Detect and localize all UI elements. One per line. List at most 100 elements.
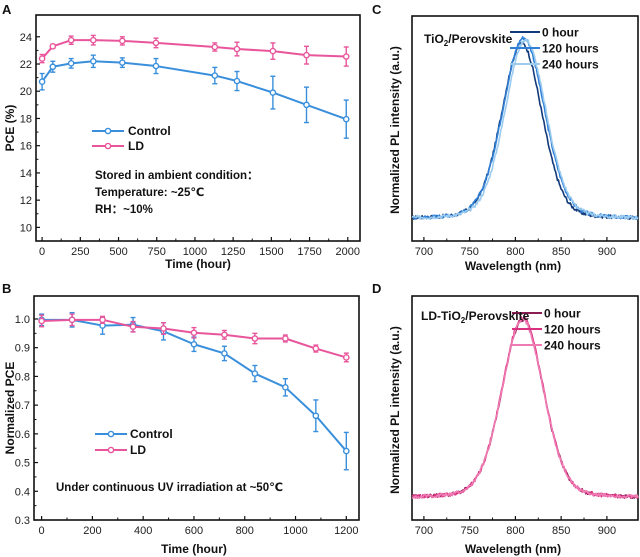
y-axis-label-d: Normalized PL intensity (a.u.) <box>388 326 402 494</box>
panel-label-a: A <box>2 2 12 17</box>
x-tick-label: 0 <box>39 246 45 258</box>
y-tick-label: 18 <box>20 113 32 125</box>
data-point <box>90 36 97 44</box>
data-point <box>251 335 259 342</box>
data-point <box>221 331 228 339</box>
x-tick-label: 700 <box>415 246 433 258</box>
data-point <box>38 55 46 62</box>
panel-label-d: D <box>372 281 381 296</box>
x-tick-label: 1000 <box>283 525 307 537</box>
y-axis-label-c: Normalized PL intensity (a.u.) <box>388 46 402 214</box>
series-ld <box>38 34 350 67</box>
data-point <box>38 317 45 325</box>
y-tick-label: 0.6 <box>15 429 30 441</box>
y-tick-label: 0.4 <box>15 486 30 498</box>
y-axis-label-b: Normalized PCE <box>3 362 17 455</box>
data-point <box>90 57 97 65</box>
x-tick-label: 750 <box>460 246 478 258</box>
x-tick-label: 500 <box>109 246 127 258</box>
data-point <box>67 60 75 67</box>
chart-title-d: LD-TiO2/Perovskite <box>421 309 530 325</box>
data-point <box>282 335 289 342</box>
data-point <box>211 43 219 51</box>
x-axis-label-d: Wavelength (nm) <box>465 542 561 556</box>
data-point <box>152 39 160 47</box>
data-point <box>68 316 76 324</box>
annotation-uv: Under continuous UV irradiation at ~50℃ <box>56 482 283 494</box>
data-point <box>221 350 228 357</box>
legend-label-ld: LD <box>128 139 144 153</box>
legend-b: Control LD <box>95 427 173 457</box>
data-point <box>233 45 241 53</box>
data-point <box>129 323 137 331</box>
x-tick-label: 750 <box>460 525 478 537</box>
series-line <box>41 39 347 60</box>
legend-c: 0 hour 120 hours 240 hours <box>510 26 599 72</box>
y-tick-label: 0.9 <box>15 343 30 355</box>
data-point <box>312 412 320 420</box>
x-tick-label: 800 <box>506 246 524 258</box>
x-tick-label: 0 <box>39 525 45 537</box>
series-line <box>41 60 347 121</box>
data-point <box>269 89 277 96</box>
x-tick-label: 900 <box>598 246 616 258</box>
legend-label: 120 hours <box>542 42 599 56</box>
data-point <box>312 345 320 352</box>
x-tick-label: 850 <box>552 246 570 258</box>
data-point <box>160 325 167 332</box>
data-point <box>190 340 198 348</box>
x-tick-label: 200 <box>83 525 101 537</box>
y-tick-label: 22 <box>20 59 32 71</box>
data-point <box>119 37 126 45</box>
series-ld <box>38 313 350 363</box>
y-tick-label: 0.5 <box>15 458 30 470</box>
data-point <box>233 77 241 85</box>
legend-marker-control <box>104 127 112 135</box>
y-tick-label: 12 <box>20 195 32 207</box>
legend-label: 0 hour <box>542 26 579 40</box>
legend-label: 0 hour <box>544 307 581 321</box>
chart-title-c: TiO2/Perovskite <box>424 32 513 48</box>
plot-frame <box>33 295 360 521</box>
legend-label: 120 hours <box>544 323 601 337</box>
y-axis-label-a: PCE (%) <box>3 105 17 152</box>
x-tick-label: 1500 <box>259 246 283 258</box>
y-tick-label: 0.3 <box>15 515 30 527</box>
x-tick-label: 1750 <box>297 246 321 258</box>
legend-d: 0 hour 120 hours 240 hours <box>512 307 601 353</box>
data-point <box>49 43 57 50</box>
data-point <box>251 370 259 377</box>
data-point <box>303 101 310 109</box>
data-point <box>152 62 160 70</box>
data-point <box>99 316 106 324</box>
data-point <box>190 329 198 337</box>
x-tick-label: 600 <box>185 525 203 537</box>
legend-label: 240 hours <box>544 339 601 353</box>
legend-marker-ld <box>107 446 115 454</box>
data-point <box>119 59 126 66</box>
x-tick-label: 900 <box>598 525 616 537</box>
spectrum-240-hours <box>411 38 639 220</box>
x-tick-label: 2000 <box>336 246 360 258</box>
x-tick-label: 1250 <box>221 246 245 258</box>
panel-label-b: B <box>2 281 11 296</box>
data-point <box>343 447 350 455</box>
x-tick-label: 800 <box>236 525 254 537</box>
x-tick-label: 250 <box>71 246 89 258</box>
legend-label-ld: LD <box>130 443 146 457</box>
legend-label: 240 hours <box>542 58 599 72</box>
x-tick-label: 850 <box>552 525 570 537</box>
y-tick-label: 20 <box>20 86 32 98</box>
data-point <box>211 72 219 79</box>
y-tick-label: 1.0 <box>15 314 30 326</box>
x-axis-label-c: Wavelength (nm) <box>465 259 561 273</box>
x-tick-label: 1000 <box>183 246 207 258</box>
data-point <box>282 384 289 391</box>
annotation-humidity: RH：~10% <box>95 204 153 216</box>
data-point <box>49 63 57 71</box>
spectrum-240-hours <box>411 317 639 499</box>
annotation-temperature: Temperature: ~25℃ <box>95 187 204 199</box>
legend-label-control: Control <box>130 427 173 441</box>
plot-frame <box>411 295 639 521</box>
x-tick-label: 800 <box>506 525 524 537</box>
